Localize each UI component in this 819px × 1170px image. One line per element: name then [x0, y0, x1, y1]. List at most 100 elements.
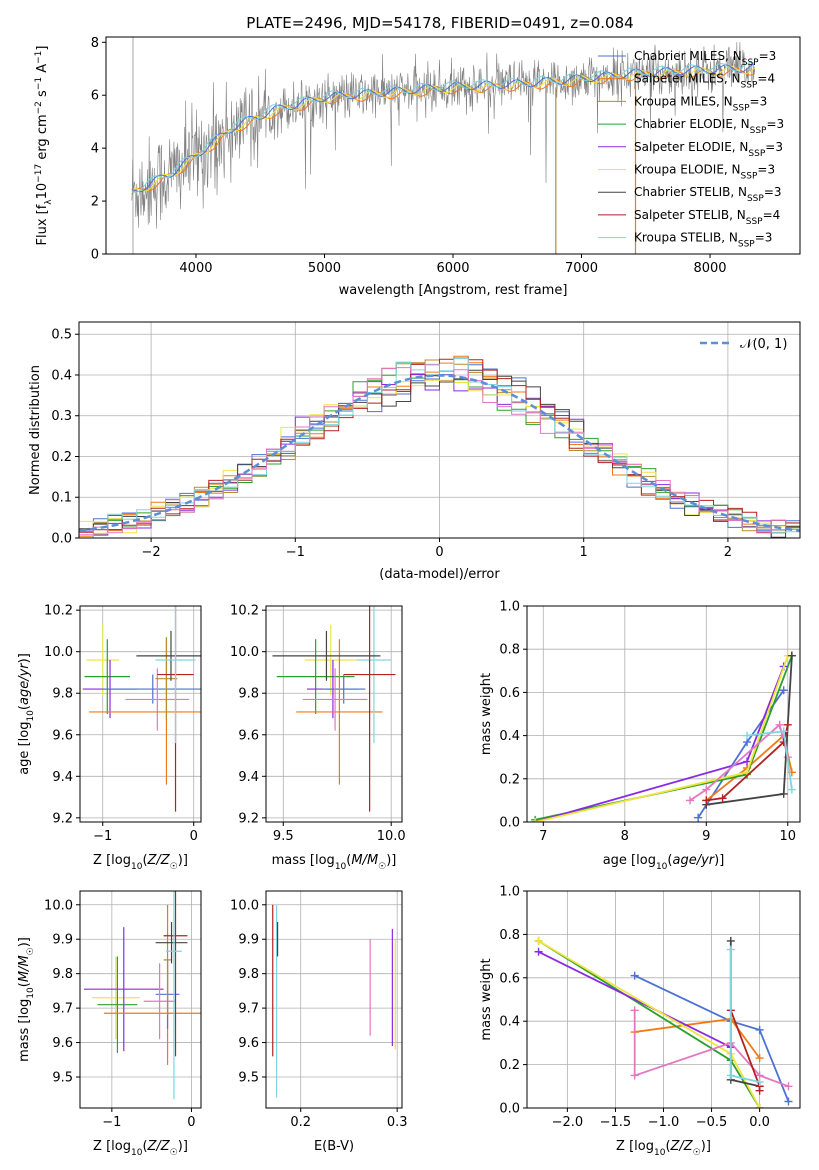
label-part: ☉	[26, 947, 36, 955]
label-part: Z/Z	[147, 853, 171, 868]
x-tick-label: −1.5	[600, 1115, 632, 1130]
y-tick-label: 9.5	[52, 1071, 73, 1086]
x-tick-label: −1	[102, 1115, 121, 1130]
label-part: 10	[26, 987, 36, 999]
residual-histogram-panel: −2 −1 0 1 2 0.0 0.1 0.2 0.3 0.4 0.5 (data-model)/er…	[28, 321, 801, 582]
weight-point-marker	[779, 686, 788, 695]
y-tick-label: 0.8	[499, 643, 520, 658]
weight-point-marker	[743, 757, 752, 766]
weight-lines	[534, 936, 793, 1108]
weight-series-line	[634, 974, 790, 1102]
y-tick-label: 1.0	[499, 885, 520, 900]
model-spectrum-line	[131, 61, 756, 193]
y-tick-label: 10.2	[230, 604, 259, 619]
weight-point-marker	[534, 936, 543, 945]
x-tick-label: 4000	[179, 261, 212, 276]
label-part: age/yr	[17, 662, 32, 705]
weight-point-marker	[534, 947, 543, 956]
x-tick-label: 0	[187, 1115, 195, 1130]
label-part: )]	[386, 853, 396, 868]
label-part: Chabrier MILES, N	[634, 49, 742, 63]
label-part: 10	[35, 183, 50, 200]
weight-point-marker	[783, 720, 792, 729]
x-tick-label: 7000	[565, 261, 598, 276]
label-part: (	[17, 705, 32, 710]
label-part: Chabrier ELODIE, N	[634, 117, 750, 131]
label-part: Z/Z	[670, 1139, 694, 1154]
x-axis-label: age [log10(age/yr)]	[603, 853, 725, 872]
weight-point-marker	[787, 651, 796, 660]
y-tick-label: 0.8	[499, 928, 520, 943]
x-axis-label: Z [log10(Z/Z☉)]	[93, 1139, 188, 1158]
y-tick-label: 0.2	[499, 772, 520, 787]
x-tick-label: 0	[190, 829, 198, 844]
weight-point-marker	[630, 971, 639, 980]
weight-lines	[531, 651, 796, 822]
x-tick-label: −1	[286, 545, 305, 560]
weight-point-marker	[784, 1082, 793, 1091]
y-tick-label: 9.8	[52, 687, 73, 702]
x-axis-label: Z [log10(Z/Z☉)]	[93, 853, 188, 872]
x-axis-label: (data-model)/error	[379, 567, 500, 582]
label-part: age/yr	[672, 853, 715, 868]
y-tick-label: 10.0	[230, 898, 259, 913]
weight-point-marker	[694, 813, 703, 822]
x-axis-label: E(B-V)	[314, 1139, 354, 1154]
y-tick-label: 9.5	[238, 1071, 259, 1086]
spectrum-panel: 4000 5000 6000 7000 8000 0 2 4 6 8 wavelength [Ang…	[34, 36, 801, 298]
label-part: =3	[755, 231, 773, 245]
weight-series-line	[538, 940, 761, 1108]
label-part: Kroupa MILES, N	[634, 94, 733, 108]
spectrum-lines	[131, 37, 756, 254]
y-tick-label: 9.6	[238, 1036, 259, 1051]
label-part: 10	[656, 862, 668, 872]
y-tick-label: 0.6	[499, 686, 520, 701]
y-tick-label: 0.2	[51, 450, 72, 465]
error-bars	[272, 606, 396, 812]
y-axis-label: mass weight	[479, 673, 494, 755]
y-tick-label: 9.8	[238, 687, 259, 702]
y-tick-label: 10.0	[44, 898, 73, 913]
label-part: (	[142, 1139, 147, 1154]
label-part: Flux [f	[35, 204, 50, 245]
label-part: )]	[714, 853, 724, 868]
y-tick-label: 1.0	[499, 600, 520, 615]
legend-label: Chabrier STELIB, NSSP=3	[634, 185, 782, 204]
label-part: erg cm	[35, 114, 50, 163]
label-part: )]	[701, 1139, 711, 1154]
weight-series-line	[534, 655, 793, 821]
y-tick-label: 9.9	[238, 933, 259, 948]
label-part: )]	[17, 653, 32, 663]
weight-point-marker	[726, 945, 735, 954]
model-spectrum-line	[131, 67, 756, 195]
label-part: =3	[757, 163, 775, 177]
x-tick-label: 8	[621, 829, 629, 844]
x-tick-label: 10	[780, 829, 797, 844]
label-part: SSP	[746, 217, 763, 227]
y-axis-label: Flux [fλ10−17 erg cm−2 s−1 A−1]	[34, 46, 54, 246]
legend-label: 𝒩(0, 1)	[740, 337, 787, 352]
label-part: =3	[764, 185, 782, 199]
x-tick-label: 0.2	[290, 1115, 311, 1130]
label-part: SSP	[741, 81, 758, 91]
label-part: 10	[335, 862, 347, 872]
histogram-series	[79, 364, 800, 536]
y-tick-label: 0.2	[499, 1058, 520, 1073]
x-tick-label: 0.0	[749, 1115, 770, 1130]
x-tick-label: 5000	[308, 261, 341, 276]
weight-point-marker	[726, 936, 735, 945]
label-part: =3	[750, 94, 768, 108]
y-tick-label: 0.0	[499, 816, 520, 831]
x-tick-label: 0.3	[387, 1115, 408, 1130]
label-part: SSP	[738, 240, 755, 250]
label-part: ☉	[170, 1148, 178, 1158]
y-tick-label: 9.4	[238, 770, 259, 785]
label-part: ☉	[378, 862, 386, 872]
y-tick-label: 0.3	[51, 409, 72, 424]
label-part: Salpeter MILES, N	[634, 72, 741, 86]
label-part: Salpeter ELODIE, N	[634, 140, 748, 154]
label-part: 10	[131, 862, 143, 872]
label-part: Z [log	[616, 1139, 654, 1154]
y-tick-label: 0.5	[51, 328, 72, 343]
